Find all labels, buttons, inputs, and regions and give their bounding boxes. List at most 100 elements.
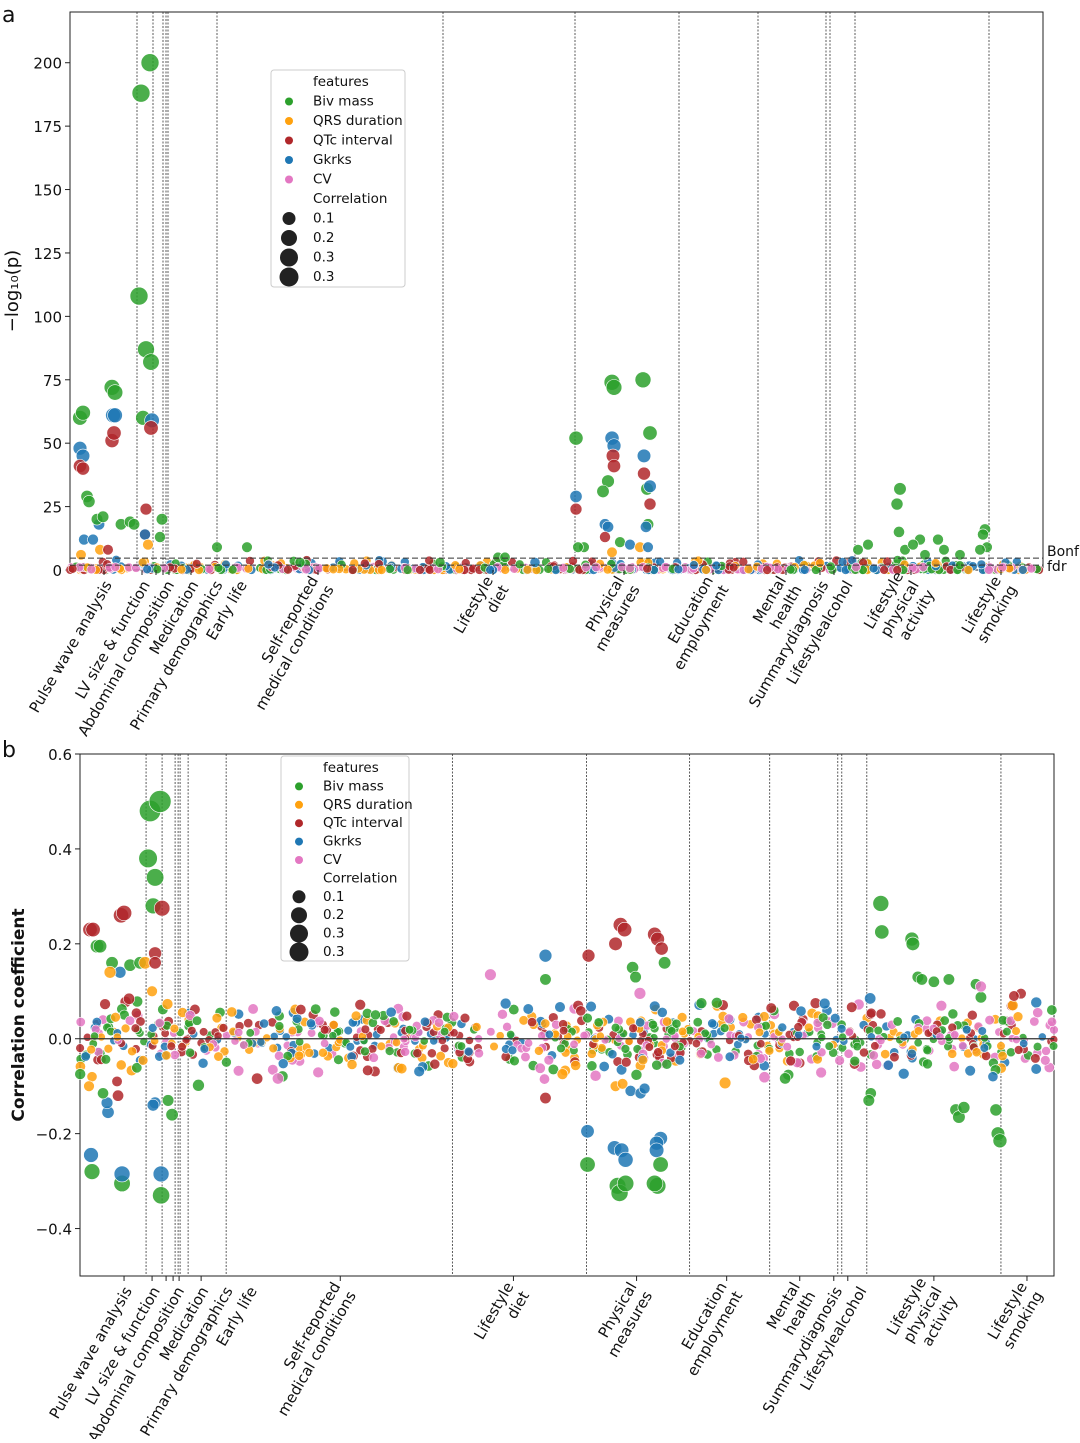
data-point-gkrks xyxy=(538,948,553,963)
data-point-gkrks xyxy=(199,1044,210,1054)
legend-size-label: 0.1 xyxy=(313,211,334,227)
data-point-biv-mass xyxy=(83,1163,101,1180)
data-point-biv-mass xyxy=(506,1030,516,1039)
data-point-biv-mass xyxy=(629,970,642,984)
data-point-qrs-duration xyxy=(447,1058,459,1069)
data-point-qrs-duration xyxy=(963,565,974,575)
data-point-qtc-interval xyxy=(283,564,293,575)
data-point-qtc-interval xyxy=(83,1032,92,1042)
legend-label: CV xyxy=(323,852,342,868)
data-point-qtc-interval xyxy=(1013,1045,1024,1055)
data-point-qrs-duration xyxy=(454,564,465,574)
data-point-qrs-duration xyxy=(586,1048,597,1059)
data-point-qrs-duration xyxy=(146,985,158,997)
data-point-cv xyxy=(154,1017,165,1028)
data-point-qrs-duration xyxy=(127,1046,137,1057)
data-point-biv-mass xyxy=(822,1019,833,1030)
data-point-qrs-duration xyxy=(764,1046,775,1056)
legend-size-label: 0.3 xyxy=(313,250,334,266)
data-point-biv-mass xyxy=(106,384,124,401)
data-point-qrs-duration xyxy=(86,1044,96,1055)
data-point-gkrks xyxy=(580,1124,595,1139)
data-point-qtc-interval xyxy=(438,1036,447,1045)
data-point-cv xyxy=(625,563,635,574)
data-point-qrs-duration xyxy=(971,1047,982,1058)
data-point-qtc-interval xyxy=(102,544,114,556)
data-point-biv-mass xyxy=(989,1103,1003,1117)
data-point-biv-mass xyxy=(388,1016,399,1027)
legend-size-marker xyxy=(291,907,307,924)
data-point-qrs-duration xyxy=(997,1050,1008,1062)
data-point-qrs-duration xyxy=(304,1047,315,1058)
data-point-cv xyxy=(851,562,861,572)
data-point-qtc-interval xyxy=(607,459,621,473)
data-point-biv-mass xyxy=(146,868,165,887)
data-point-qrs-duration xyxy=(570,1059,582,1071)
data-point-biv-mass xyxy=(142,353,160,371)
data-point-gkrks xyxy=(624,538,636,551)
data-point-gkrks xyxy=(147,1023,158,1033)
data-point-cv xyxy=(247,1003,259,1015)
data-point-biv-mass xyxy=(241,541,253,553)
data-point-gkrks xyxy=(643,479,657,493)
y-tick-label: −0.4 xyxy=(36,1221,72,1239)
data-point-biv-mass xyxy=(154,531,166,543)
data-point-qtc-interval xyxy=(360,558,370,569)
data-point-biv-mass xyxy=(947,1008,959,1020)
data-point-biv-mass xyxy=(508,1004,520,1016)
data-point-qrs-duration xyxy=(804,1022,814,1033)
data-point-biv-mass xyxy=(695,997,708,1009)
data-point-cv xyxy=(524,1038,534,1048)
data-point-biv-mass xyxy=(932,533,944,546)
data-point-qtc-interval xyxy=(148,956,162,970)
data-point-biv-mass xyxy=(152,564,163,575)
data-point-biv-mass xyxy=(634,371,652,389)
data-point-cv xyxy=(758,1071,771,1084)
data-point-qtc-interval xyxy=(762,565,772,575)
data-point-qtc-interval xyxy=(76,461,90,476)
data-point-biv-mass xyxy=(661,1058,673,1070)
data-point-gkrks xyxy=(87,533,99,546)
data-point-qtc-interval xyxy=(859,1047,869,1058)
data-point-biv-mass xyxy=(161,1094,175,1107)
data-point-gkrks xyxy=(277,1058,289,1070)
data-point-biv-mass xyxy=(294,556,306,568)
threshold-label-fdr: fdr xyxy=(1047,559,1067,575)
data-point-biv-mass xyxy=(719,1023,730,1033)
data-point-gkrks xyxy=(617,1151,634,1168)
data-point-qtc-interval xyxy=(569,502,583,516)
data-point-qtc-interval xyxy=(99,998,111,1010)
data-point-qrs-duration xyxy=(471,1022,482,1032)
data-point-biv-mass xyxy=(667,1026,677,1036)
data-points xyxy=(65,53,1044,575)
data-point-biv-mass xyxy=(499,551,511,563)
data-point-biv-mass xyxy=(75,404,91,421)
data-point-qrs-duration xyxy=(880,1049,891,1060)
y-tick-label: 175 xyxy=(33,118,62,136)
data-point-gkrks xyxy=(795,1005,807,1017)
data-point-cv xyxy=(935,1000,948,1012)
data-point-qtc-interval xyxy=(85,922,101,938)
y-tick-label: −0.2 xyxy=(36,1126,72,1144)
legend-marker-qrs-duration xyxy=(295,800,303,809)
data-point-cv xyxy=(368,1052,379,1063)
data-point-qrs-duration xyxy=(947,1048,958,1059)
data-point-biv-mass xyxy=(333,1054,344,1065)
data-point-gkrks xyxy=(281,1032,291,1042)
data-point-qrs-duration xyxy=(606,546,618,558)
data-point-gkrks xyxy=(640,520,652,533)
data-point-gkrks xyxy=(197,1057,209,1069)
data-point-qrs-duration xyxy=(392,1038,401,1047)
data-point-biv-mass xyxy=(692,1017,703,1028)
data-point-gkrks xyxy=(624,1085,637,1097)
data-point-cv xyxy=(696,1048,706,1059)
legend-size-label: 0.3 xyxy=(323,926,344,942)
data-point-gkrks xyxy=(413,1065,425,1078)
data-point-biv-mass xyxy=(402,565,413,575)
data-point-biv-mass xyxy=(849,1055,861,1067)
data-point-cv xyxy=(1046,1016,1057,1027)
data-point-qtc-interval xyxy=(347,565,358,575)
data-point-qtc-interval xyxy=(889,1052,900,1063)
y-tick-label: 0 xyxy=(52,562,62,580)
